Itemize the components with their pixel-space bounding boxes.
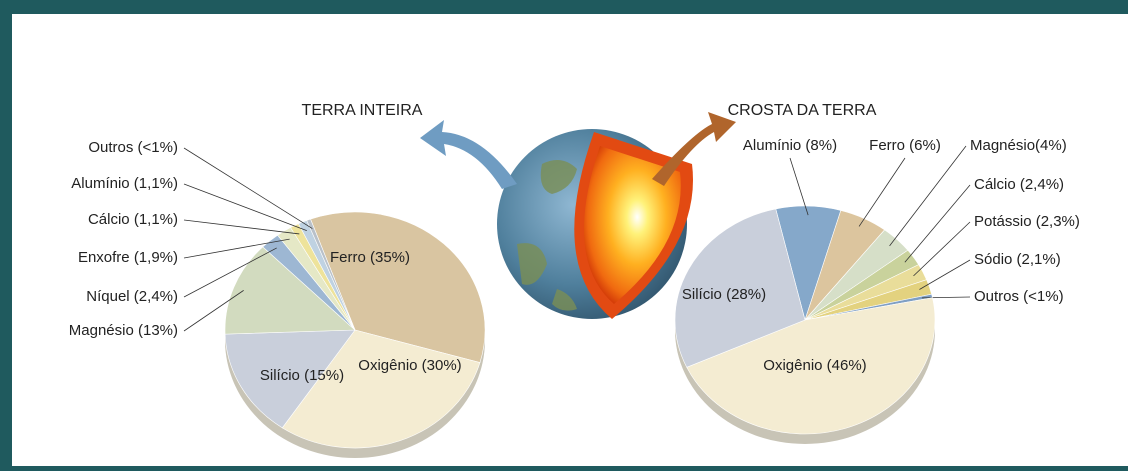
chart: TERRA INTEIRA CROSTA DA TERRA Ferro (35%… bbox=[12, 14, 1128, 466]
leader-line bbox=[184, 148, 312, 229]
slice-label: Silício (28%) bbox=[682, 286, 766, 303]
leader-line bbox=[905, 185, 970, 262]
leader-line bbox=[184, 184, 307, 231]
page: {"chart_data": [ {"type": "pie", "title"… bbox=[0, 0, 1128, 466]
slice-label: Potássio (2,3%) bbox=[974, 213, 1080, 230]
chart-title: CROSTA DA TERRA bbox=[728, 102, 877, 119]
slice-label: Enxofre (1,9%) bbox=[78, 249, 178, 266]
leader-line bbox=[914, 222, 970, 276]
slide: TERRA INTEIRA CROSTA DA TERRA Ferro (35%… bbox=[12, 14, 1128, 466]
slice-label: Cálcio (1,1%) bbox=[88, 211, 178, 228]
globe bbox=[497, 129, 693, 319]
slice-label: Silício (15%) bbox=[260, 367, 344, 384]
leader-line bbox=[859, 158, 905, 226]
slice-label: Cálcio (2,4%) bbox=[974, 176, 1064, 193]
slice-label: Magnésio (13%) bbox=[69, 322, 178, 339]
slice-label: Outros (<1%) bbox=[974, 288, 1064, 305]
slice-label: Magnésio(4%) bbox=[970, 137, 1067, 154]
slice-label: Alumínio (8%) bbox=[743, 137, 837, 154]
slice-label: Oxigênio (46%) bbox=[763, 357, 866, 374]
slice-label: Ferro (35%) bbox=[330, 249, 410, 266]
slice-label: Outros (<1%) bbox=[88, 139, 178, 156]
slice-label: Oxigênio (30%) bbox=[358, 357, 461, 374]
chart-title: TERRA INTEIRA bbox=[302, 102, 423, 119]
leader-line bbox=[184, 220, 299, 234]
slice-label: Alumínio (1,1%) bbox=[71, 175, 178, 192]
slice-label: Níquel (2,4%) bbox=[86, 288, 178, 305]
leader-line bbox=[919, 260, 970, 290]
slice-label: Ferro (6%) bbox=[869, 137, 941, 154]
slice-label: Sódio (2,1%) bbox=[974, 251, 1061, 268]
leader-line bbox=[890, 146, 966, 246]
arrow-left bbox=[420, 120, 517, 189]
arrow-right bbox=[652, 112, 736, 186]
